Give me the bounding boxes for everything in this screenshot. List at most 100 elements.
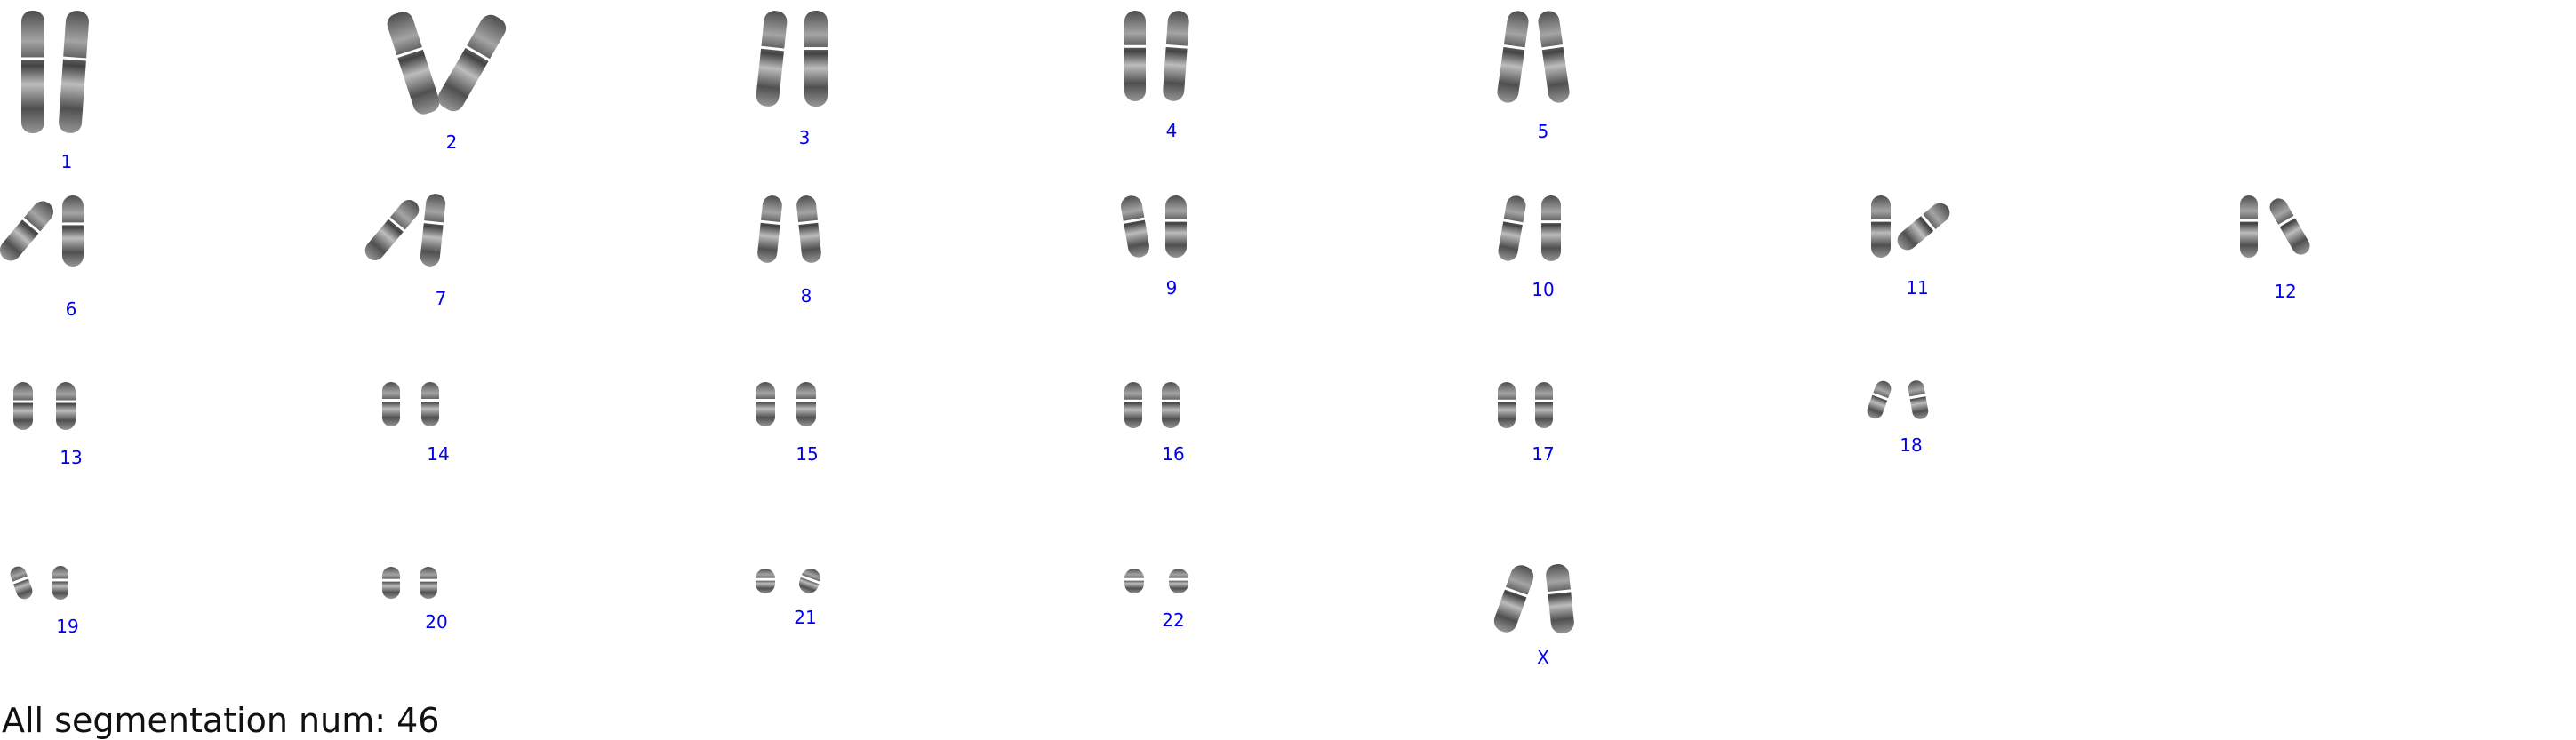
chromosome-9-a xyxy=(1121,195,1149,258)
chromosome-label-21: 21 xyxy=(794,607,817,628)
centromere-16-b xyxy=(1161,399,1180,402)
chromosome-9-b xyxy=(1165,195,1187,258)
centromere-11-a xyxy=(1870,219,1892,222)
chromosome-pair-6 xyxy=(0,195,84,267)
chromosome-22-b xyxy=(1169,569,1188,593)
chromosome-13-a xyxy=(13,382,33,430)
chromosome-11-a xyxy=(1871,195,1891,258)
chromosome-pair-18 xyxy=(1867,380,1929,419)
chromosome-pair-7 xyxy=(364,194,446,267)
centromere-6-a xyxy=(21,217,42,235)
chromosome-2-a xyxy=(387,12,440,115)
centromere-7-b xyxy=(422,219,444,226)
chromosome-21-a xyxy=(756,569,775,593)
centromere-9-b xyxy=(1164,219,1188,222)
centromere-12-b xyxy=(2277,215,2296,227)
chromosome-pair-10 xyxy=(1498,195,1562,261)
chromosome-X-a xyxy=(1493,565,1534,633)
chromosome-label-8: 8 xyxy=(800,285,812,306)
chromosome-label-15: 15 xyxy=(796,443,819,465)
chromosome-18-b xyxy=(1908,380,1929,419)
centromere-4-b xyxy=(1164,44,1188,49)
chromosome-13-b xyxy=(56,382,76,430)
centromere-19-a xyxy=(12,576,29,585)
centromere-3-a xyxy=(760,45,786,52)
chromosome-label-20: 20 xyxy=(425,611,448,633)
chromosome-X-b xyxy=(1546,564,1574,633)
chromosome-pair-X xyxy=(1493,564,1574,633)
centromere-1-a xyxy=(20,57,45,60)
centromere-8-b xyxy=(797,219,820,226)
chromosome-label-12: 12 xyxy=(2274,281,2297,302)
segmentation-summary: All segmentation num: 46 xyxy=(2,701,440,740)
chromosome-label-6: 6 xyxy=(65,298,77,320)
chromosome-label-10: 10 xyxy=(1532,279,1555,300)
chromosome-label-13: 13 xyxy=(60,447,83,468)
chromosome-10-a xyxy=(1498,195,1526,261)
centromere-8-a xyxy=(759,219,781,226)
centromere-13-b xyxy=(55,400,76,403)
chromosome-7-b xyxy=(420,194,446,267)
centromere-21-b xyxy=(799,574,821,585)
chromosome-19-a xyxy=(10,566,33,600)
centromere-15-a xyxy=(755,399,776,402)
chromosome-pair-20 xyxy=(381,567,438,599)
chromosome-label-11: 11 xyxy=(1906,277,1929,298)
chromosome-pair-15 xyxy=(755,382,817,426)
chromosome-16-b xyxy=(1162,382,1180,428)
chromosome-22-a xyxy=(1124,569,1144,593)
chromosome-pair-11 xyxy=(1870,195,1950,258)
chromosome-label-4: 4 xyxy=(1165,120,1178,141)
chromosome-12-b xyxy=(2269,198,2310,255)
chromosome-14-a xyxy=(382,382,400,426)
centromere-5-b xyxy=(1540,44,1564,51)
chromosome-7-a xyxy=(364,200,420,260)
centromere-6-b xyxy=(61,222,84,226)
centromere-12-a xyxy=(2239,219,2259,222)
chromosome-pair-21 xyxy=(755,569,821,593)
centromere-16-a xyxy=(1124,399,1143,402)
chromosome-pair-1 xyxy=(20,11,89,133)
centromere-1-b xyxy=(61,56,88,61)
chromosome-pair-13 xyxy=(12,382,76,430)
centromere-14-a xyxy=(381,399,401,402)
centromere-17-a xyxy=(1497,399,1516,402)
chromosome-8-b xyxy=(796,195,821,263)
chromosome-pair-22 xyxy=(1124,569,1189,593)
chromosome-3-b xyxy=(804,11,828,107)
chromosome-pair-2 xyxy=(387,12,507,115)
chromosome-label-17: 17 xyxy=(1532,443,1555,465)
centromere-14-b xyxy=(420,399,440,402)
centromere-20-b xyxy=(419,578,438,582)
chromosome-20-a xyxy=(382,567,400,599)
centromere-10-a xyxy=(1502,219,1524,226)
chromosome-pair-17 xyxy=(1497,382,1554,428)
chromosome-12-a xyxy=(2240,195,2258,258)
chromosome-19-b xyxy=(52,566,68,600)
centromere-22-a xyxy=(1124,577,1145,581)
centromere-4-a xyxy=(1124,44,1147,48)
chromosome-8-a xyxy=(757,195,782,263)
centromere-10-b xyxy=(1540,220,1562,224)
chromosome-6-a xyxy=(0,201,53,261)
chromosome-17-a xyxy=(1498,382,1516,428)
chromosome-16-a xyxy=(1124,382,1142,428)
chromosome-11-b xyxy=(1897,203,1950,251)
chromosome-pair-12 xyxy=(2239,195,2310,258)
chromosome-5-a xyxy=(1497,11,1529,103)
centromere-X-a xyxy=(1504,586,1529,598)
chromosome-20-b xyxy=(420,567,437,599)
chromosome-1-b xyxy=(59,11,89,133)
centromere-18-a xyxy=(1871,392,1890,402)
chromosome-pair-9 xyxy=(1121,195,1188,258)
centromere-5-a xyxy=(1502,44,1526,51)
centromere-X-b xyxy=(1547,589,1572,595)
chromosome-pair-16 xyxy=(1124,382,1180,428)
chromosome-pair-8 xyxy=(757,195,821,263)
chromosome-label-1: 1 xyxy=(60,151,73,172)
chromosome-pair-3 xyxy=(756,11,828,107)
chromosome-15-b xyxy=(796,382,816,426)
chromosome-pair-4 xyxy=(1124,11,1189,101)
centromere-7-a xyxy=(388,216,406,233)
